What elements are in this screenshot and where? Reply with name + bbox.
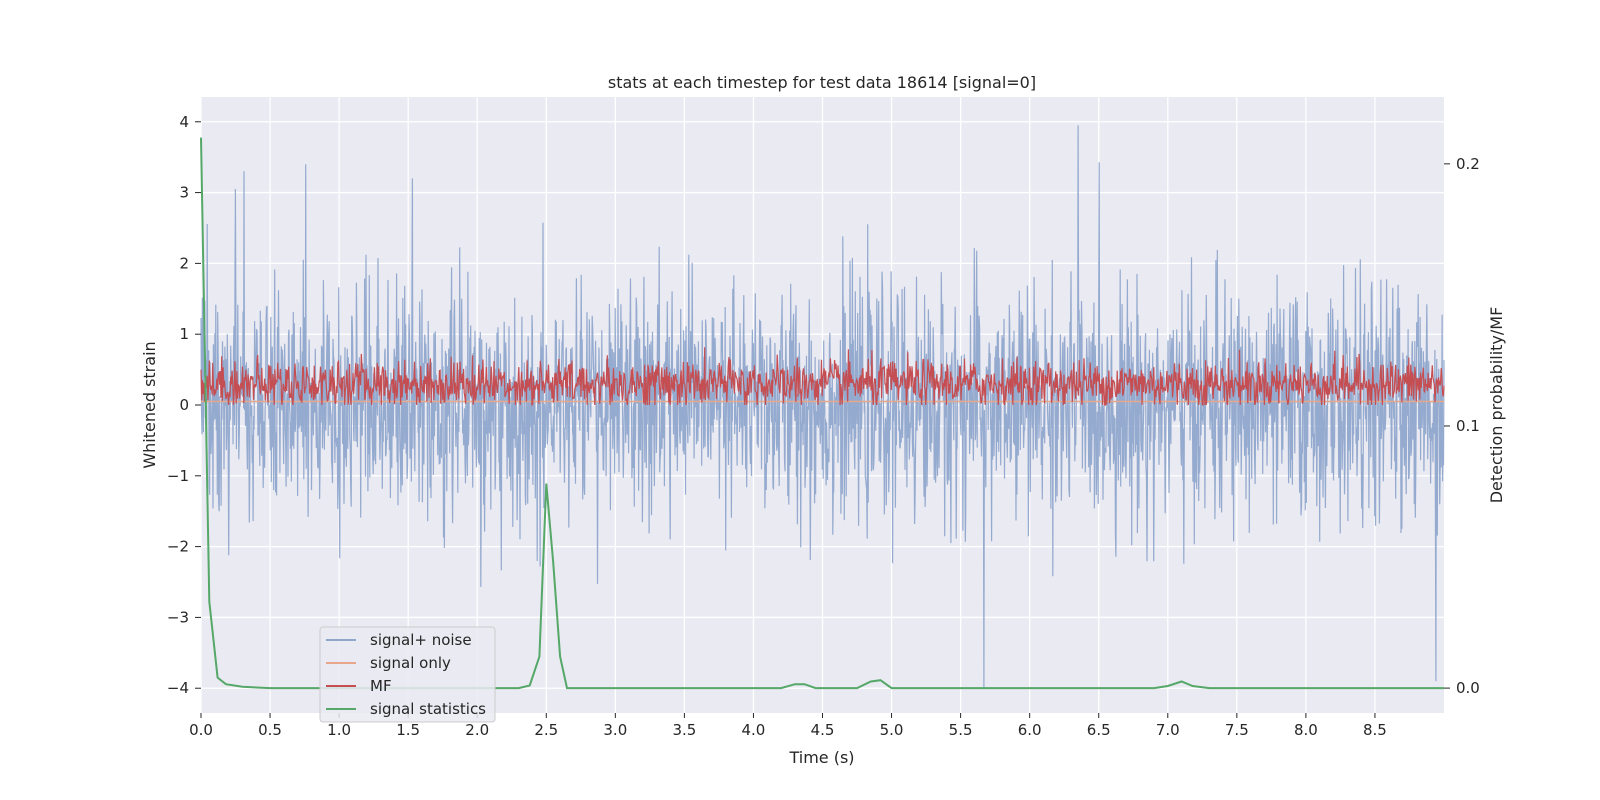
x-tick-label-11: 5.5 (949, 721, 973, 739)
signal-statistics-line (200, 137, 1444, 690)
y-tick-label-1: −3 (167, 608, 189, 626)
y-tick-label-3: −1 (167, 467, 189, 485)
y-axis-title: Whitened strain (140, 341, 159, 468)
series-signal-statistics (200, 137, 1444, 690)
x-tick-label-9: 4.5 (811, 721, 835, 739)
x-tick-label-4: 2.0 (465, 721, 489, 739)
legend-label-signal-statistics: signal statistics (370, 700, 486, 718)
y-tick-label-0: −4 (167, 679, 189, 697)
y-tick-label-5: 1 (179, 325, 189, 343)
series-signal-plus-noise (200, 125, 1445, 689)
x-tick-label-15: 7.5 (1225, 721, 1249, 739)
legend: signal+ noise signal only MF signal stat… (319, 626, 496, 723)
legend-label-signal-plus-noise: signal+ noise (370, 631, 472, 649)
x-tick-label-3: 1.5 (396, 721, 420, 739)
y-tick-label-6: 2 (179, 254, 189, 272)
x-axis-title: Time (s) (788, 748, 854, 767)
x-tick-label-6: 3.0 (603, 721, 627, 739)
x-tick-label-2: 1.0 (327, 721, 351, 739)
x-tick-label-10: 5.0 (880, 721, 904, 739)
y-tick-label-4: 0 (179, 396, 189, 414)
x-tick-label-14: 7.0 (1156, 721, 1180, 739)
x-tick-label-17: 8.5 (1363, 721, 1387, 739)
x-tick-label-12: 6.0 (1018, 721, 1042, 739)
y-tick-label-2: −2 (167, 538, 189, 556)
signal-plus-noise-line (200, 125, 1445, 689)
x-tick-label-8: 4.0 (742, 721, 766, 739)
x-tick-label-13: 6.5 (1087, 721, 1111, 739)
y-tick-label-8: 4 (179, 113, 189, 131)
y-right-tick-label-1: 0.1 (1456, 417, 1480, 435)
legend-box (319, 626, 496, 723)
x-tick-label-7: 3.5 (672, 721, 696, 739)
y-axis-right-title: Detection probability/MF (1487, 307, 1506, 504)
y-right-tick-label-0: 0.0 (1456, 679, 1480, 697)
y-ticks-right: 0.0 0.1 0.2 (1444, 155, 1480, 697)
legend-label-mf: MF (370, 677, 392, 695)
y-ticks: −4 −3 −2 −1 0 1 2 3 4 (167, 113, 201, 697)
series-mf (200, 347, 1445, 407)
y-tick-label-7: 3 (179, 184, 189, 202)
x-ticks: 0.0 0.5 1.0 1.5 2.0 2.5 3.0 3.5 4.0 4.5 5.0 5.5 6.0 6… (189, 713, 1387, 739)
y-right-tick-label-2: 0.2 (1456, 155, 1480, 173)
x-tick-label-16: 8.0 (1294, 721, 1318, 739)
mf-line (200, 347, 1445, 407)
x-tick-label-1: 0.5 (258, 721, 282, 739)
x-tick-label-5: 2.5 (534, 721, 558, 739)
legend-label-signal-only: signal only (370, 654, 451, 672)
chart-title: stats at each timestep for test data 186… (608, 73, 1036, 92)
x-tick-label-0: 0.0 (189, 721, 213, 739)
